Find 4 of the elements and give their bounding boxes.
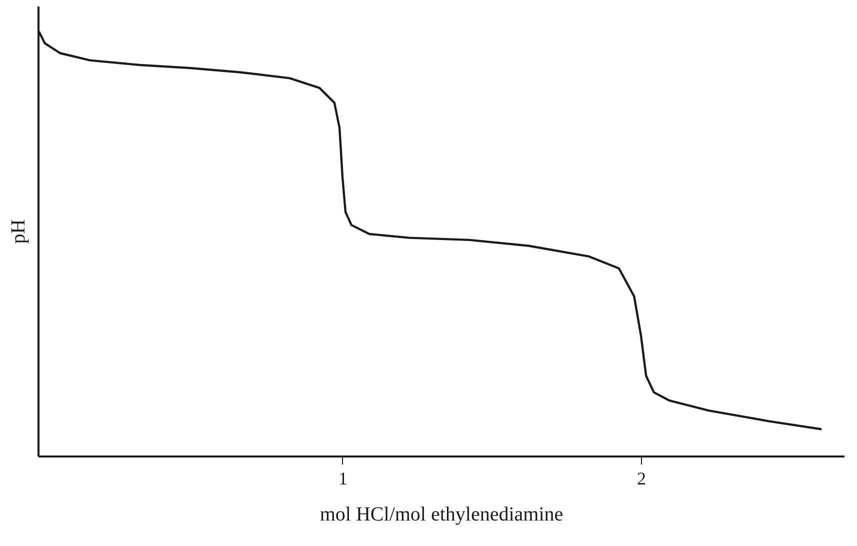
x-tick-label: 2 <box>637 468 646 488</box>
x-axis-title: mol HCl/mol ethylenediamine <box>320 504 564 526</box>
x-tick-label: 1 <box>338 468 348 488</box>
y-axis-title: pH <box>8 219 30 244</box>
